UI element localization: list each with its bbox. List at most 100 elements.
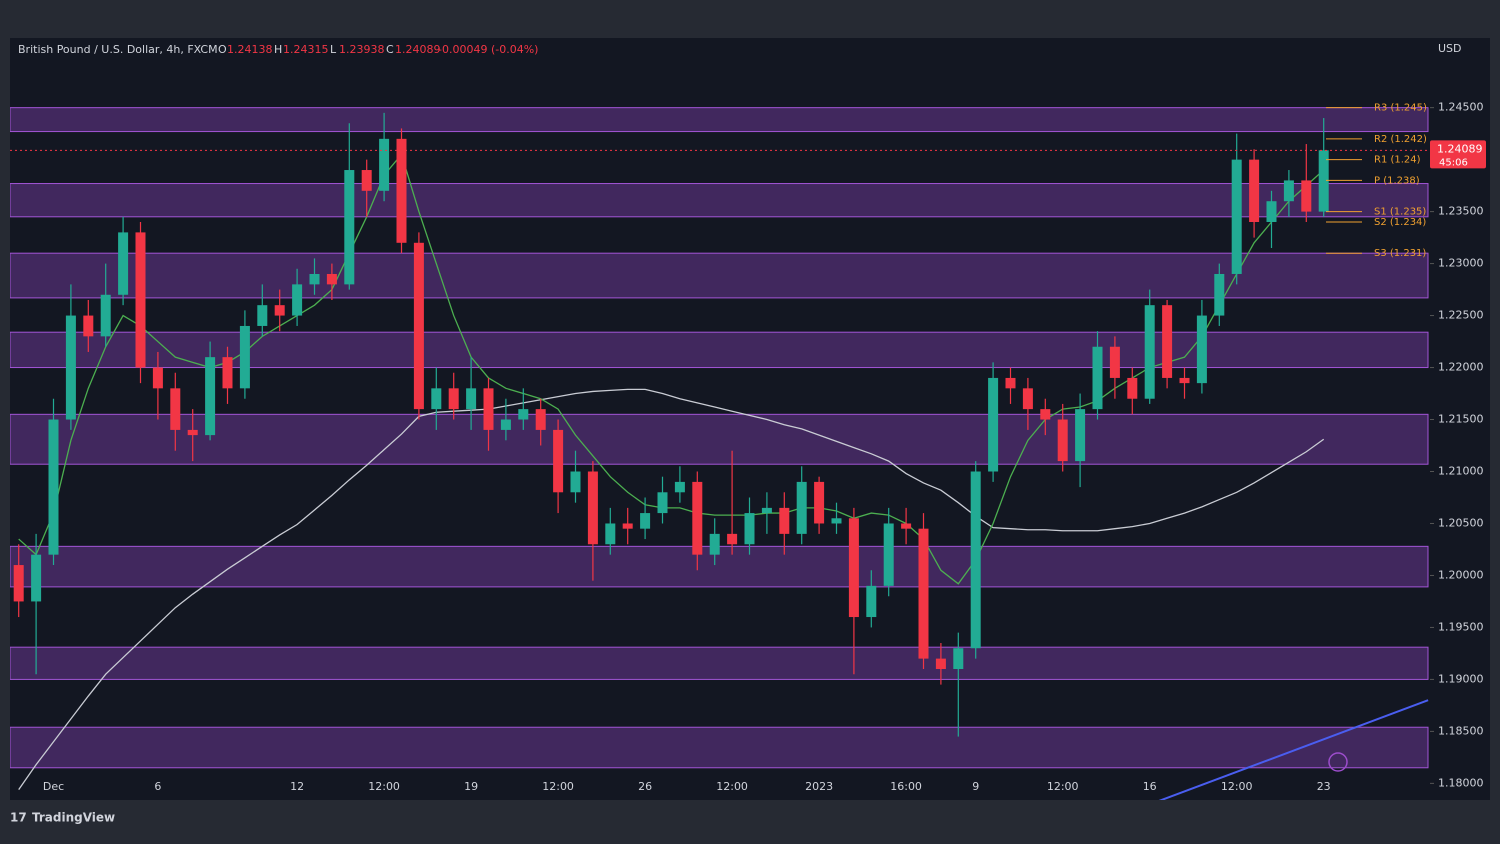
y-tick-label: 1.23500: [1438, 205, 1484, 218]
y-tick-label: 1.23000: [1438, 257, 1484, 270]
y-tick-label: 1.21500: [1438, 413, 1484, 426]
candle-body: [1127, 377, 1138, 399]
candle-body: [831, 518, 842, 524]
x-tick-label: 12: [290, 780, 304, 793]
zone: [10, 726, 1429, 769]
plot-area: [10, 107, 1429, 800]
candle-body: [431, 388, 442, 410]
candle-body: [709, 533, 720, 555]
pivot-label: S2 (1.234): [1374, 217, 1426, 228]
zone: [10, 413, 1429, 465]
y-tick-label: 1.22000: [1438, 361, 1484, 374]
candle-body: [744, 513, 755, 545]
pivot-label: R2 (1.242): [1374, 134, 1427, 145]
candle-body: [1057, 419, 1068, 462]
candle-body: [274, 305, 285, 316]
candle-body: [988, 377, 999, 472]
candle-body: [866, 585, 877, 618]
candle-body: [814, 481, 825, 524]
pivot-label: S3 (1.231): [1374, 248, 1426, 259]
y-tick-label: 1.19500: [1438, 620, 1484, 633]
candle-body: [1249, 159, 1260, 223]
candle-body: [1005, 377, 1016, 389]
candle-body: [483, 388, 494, 430]
brand-logo: 17: [10, 811, 27, 825]
x-tick-label: 6: [154, 780, 161, 793]
zone: [10, 107, 1429, 133]
moving-average: [18, 388, 1325, 790]
x-tick-label: 16:00: [890, 780, 922, 793]
candle-body: [1214, 273, 1225, 316]
candle-body: [883, 523, 894, 586]
candle-body: [396, 138, 407, 243]
candle-body: [535, 409, 546, 430]
alert-icon: [1328, 752, 1348, 772]
candle-body: [48, 419, 59, 555]
candle-body: [1162, 305, 1173, 378]
x-tick-label: 12:00: [1047, 780, 1079, 793]
candle-body: [152, 367, 163, 389]
change: -0.00049 (-0.04%): [438, 43, 538, 56]
x-tick-label: 16: [1143, 780, 1157, 793]
candle-body: [796, 481, 807, 534]
x-tick-label: 12:00: [716, 780, 748, 793]
candle-body: [570, 471, 581, 493]
x-tick-label: 9: [972, 780, 979, 793]
ohlc-value: 1.24315: [283, 43, 329, 56]
candle-body: [379, 138, 390, 191]
candle-body: [222, 357, 233, 389]
ohlc-key: L: [330, 43, 337, 56]
zone: [10, 646, 1429, 680]
y-tick-label: 1.18000: [1438, 776, 1484, 789]
ohlc-value: 1.24138: [227, 43, 273, 56]
candle-body: [1092, 346, 1103, 410]
ohlc-key: C: [386, 43, 394, 56]
candle-body: [1109, 346, 1120, 378]
candle-body: [918, 528, 929, 659]
y-tick-label: 1.19000: [1438, 672, 1484, 685]
candle-body: [727, 533, 738, 545]
candle-body: [500, 419, 511, 430]
ohlc-key: O: [218, 43, 227, 56]
candle-body: [1301, 180, 1312, 212]
y-tick-label: 1.18500: [1438, 724, 1484, 737]
candle-body: [100, 294, 111, 337]
ohlc-key: H: [274, 43, 282, 56]
candle-body: [1075, 409, 1086, 462]
candle-body: [448, 388, 459, 410]
candle-body: [413, 242, 424, 410]
candle-body: [622, 523, 633, 529]
candle-body: [1231, 159, 1242, 274]
candle-body: [239, 325, 250, 389]
candle-body: [553, 429, 564, 493]
candle-body: [292, 284, 303, 316]
y-tick-label: 1.20500: [1438, 516, 1484, 529]
x-tick-label: 26: [638, 780, 652, 793]
candle-body: [83, 315, 94, 337]
candle-body: [970, 471, 981, 649]
currency: USD: [1438, 42, 1462, 55]
candle-body: [848, 518, 859, 618]
candle-body: [361, 170, 372, 191]
x-tick-label: 2023: [805, 780, 833, 793]
brand: TradingView: [32, 811, 115, 825]
countdown: 45:06: [1439, 157, 1468, 168]
candle-body: [640, 513, 651, 529]
zone: [10, 252, 1429, 299]
candle-body: [205, 357, 216, 436]
candle-body: [1022, 388, 1033, 410]
candle-body: [901, 523, 912, 529]
candle-body: [118, 232, 129, 295]
x-tick-label: 12:00: [1221, 780, 1253, 793]
candle-body: [779, 507, 790, 534]
y-tick-label: 1.20000: [1438, 568, 1484, 581]
candle-body: [692, 481, 703, 555]
pivot-label: R1 (1.24): [1374, 155, 1421, 166]
candle-body: [674, 481, 685, 493]
candle-body: [761, 507, 772, 514]
candle-body: [935, 658, 946, 670]
candle-body: [1040, 409, 1051, 420]
candle-body: [1266, 201, 1277, 223]
